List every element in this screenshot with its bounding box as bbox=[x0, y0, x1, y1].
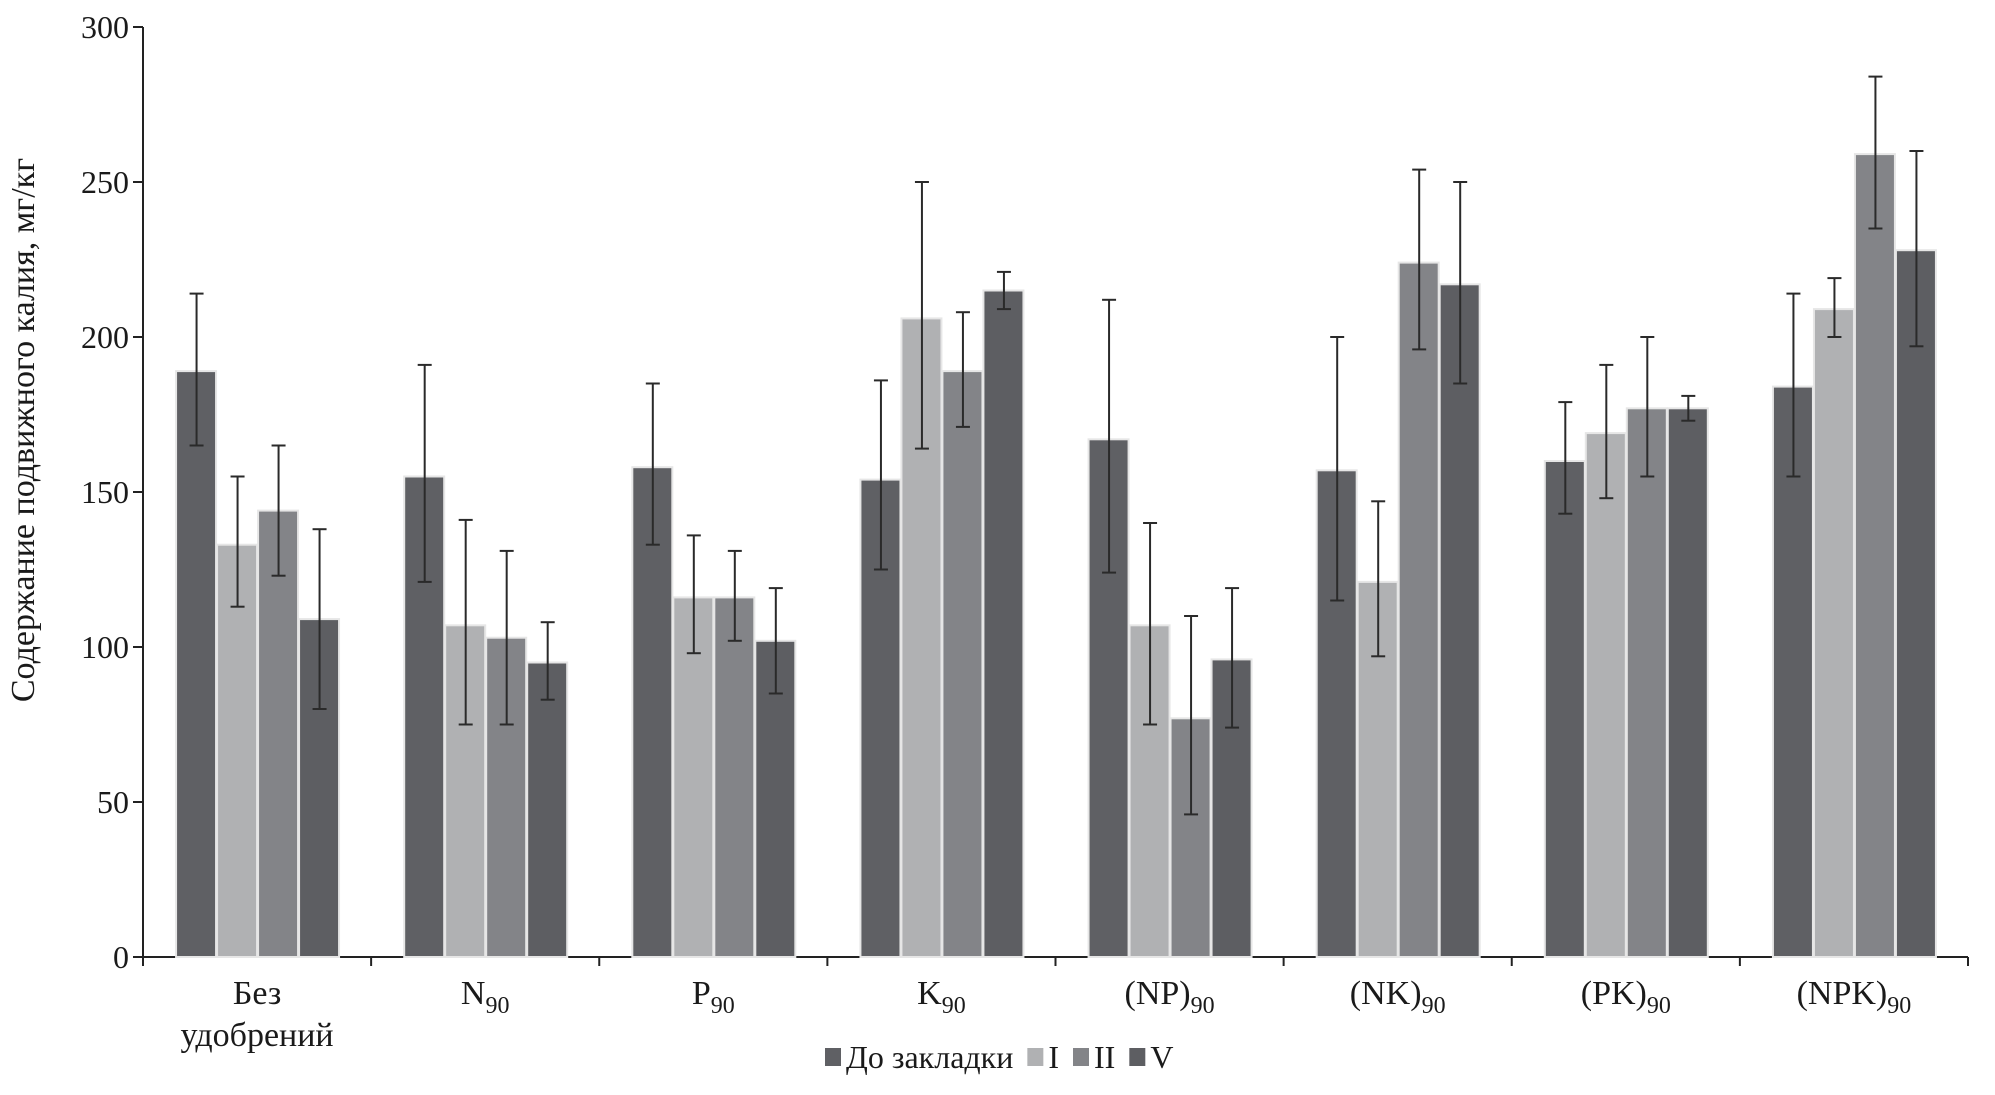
legend-label: II bbox=[1094, 1039, 1115, 1075]
x-tick-label: P90 bbox=[692, 975, 735, 1019]
bar bbox=[713, 596, 756, 959]
x-tick-label: N90 bbox=[461, 975, 510, 1019]
bar bbox=[1666, 407, 1709, 958]
bar bbox=[1894, 249, 1937, 958]
error-bars-layer bbox=[189, 75, 1924, 816]
bar bbox=[1625, 407, 1668, 958]
y-tick-label: 200 bbox=[81, 319, 129, 355]
x-tick-label: Без bbox=[233, 975, 281, 1012]
x-tick-label: (NPK)90 bbox=[1797, 975, 1912, 1019]
legend-label: I bbox=[1048, 1039, 1059, 1075]
y-tick-label: 0 bbox=[113, 939, 129, 975]
bar bbox=[1584, 432, 1627, 959]
bar bbox=[982, 289, 1025, 958]
bar bbox=[526, 661, 569, 958]
legend-swatch bbox=[1073, 1048, 1089, 1066]
bar bbox=[1397, 261, 1440, 959]
y-tick-label: 100 bbox=[81, 629, 129, 665]
x-tick-label: (NP)90 bbox=[1125, 975, 1215, 1019]
bar bbox=[1853, 153, 1896, 959]
x-tick-label: удобрений bbox=[180, 1017, 333, 1054]
legend-swatch bbox=[825, 1048, 841, 1066]
bar bbox=[257, 509, 300, 958]
x-tick-label: (NK)90 bbox=[1350, 975, 1446, 1019]
x-tick-label: K90 bbox=[917, 975, 966, 1019]
bar bbox=[175, 370, 218, 959]
bar bbox=[216, 543, 259, 958]
y-tick-label: 300 bbox=[81, 9, 129, 45]
y-tick-label: 250 bbox=[81, 164, 129, 200]
x-tick-label: (PK)90 bbox=[1581, 975, 1671, 1019]
bar bbox=[672, 596, 715, 959]
bar bbox=[1438, 283, 1481, 958]
bars-layer bbox=[175, 153, 1937, 959]
bar bbox=[941, 370, 984, 959]
legend-label: До закладки bbox=[846, 1039, 1013, 1075]
legend: До закладки I II V bbox=[825, 1039, 1173, 1075]
y-tick-label: 150 bbox=[81, 474, 129, 510]
legend-swatch bbox=[1027, 1048, 1044, 1066]
bar bbox=[1812, 308, 1855, 959]
labels-layer: Содержание подвижного калия, мг/кг Без уд… bbox=[5, 158, 1911, 1054]
legend-swatch bbox=[1129, 1048, 1146, 1066]
bar bbox=[1543, 460, 1586, 958]
y-axis-title: Содержание подвижного калия, мг/кг bbox=[5, 158, 42, 702]
legend-label: V bbox=[1150, 1039, 1173, 1075]
y-tick-label: 50 bbox=[97, 784, 129, 820]
